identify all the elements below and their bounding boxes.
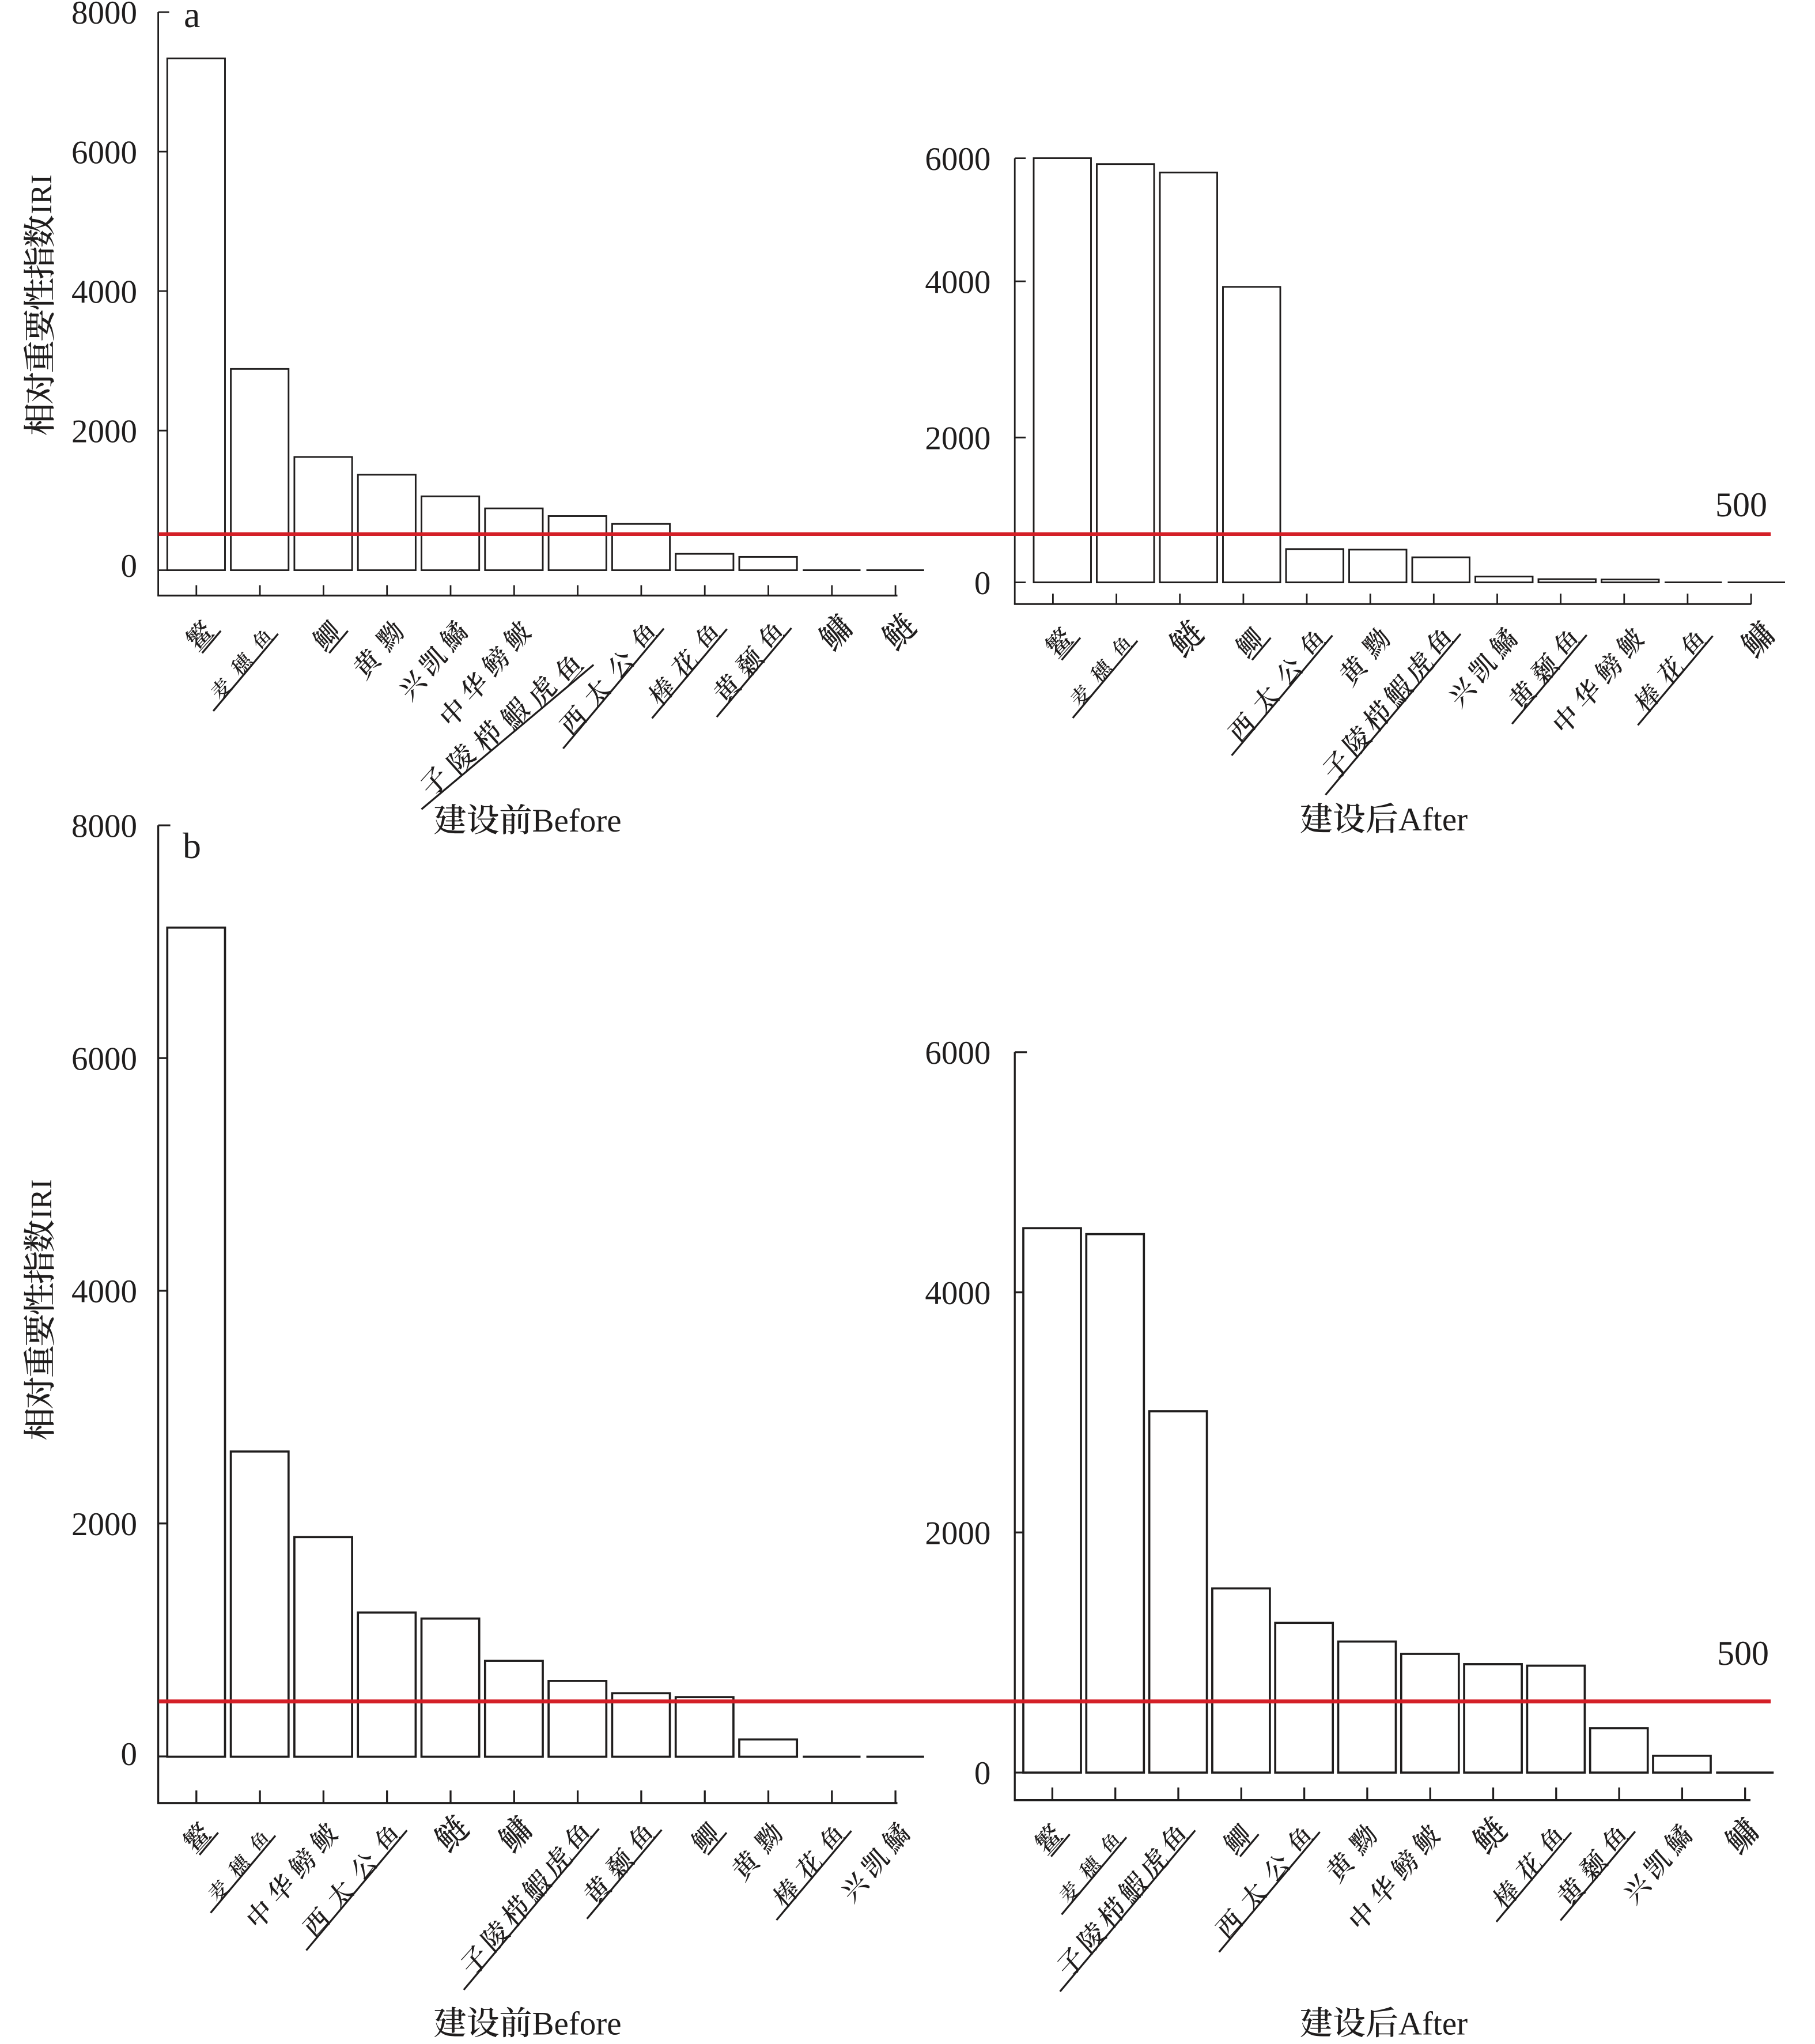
- svg-text:IRI: IRI: [25, 1179, 58, 1219]
- svg-text:2000: 2000: [71, 1506, 137, 1543]
- svg-text:2000: 2000: [71, 413, 137, 449]
- svg-text:4000: 4000: [925, 264, 990, 300]
- svg-text:0: 0: [974, 565, 991, 602]
- svg-text:4000: 4000: [925, 1275, 990, 1312]
- svg-text:After: After: [1398, 2006, 1468, 2042]
- svg-text:6000: 6000: [925, 141, 990, 177]
- svg-text:6000: 6000: [71, 134, 137, 171]
- svg-text:a: a: [184, 0, 200, 35]
- svg-text:6000: 6000: [925, 1035, 990, 1071]
- svg-text:500: 500: [1717, 1634, 1769, 1672]
- svg-text:500: 500: [1715, 486, 1767, 524]
- svg-text:IRI: IRI: [25, 175, 58, 214]
- svg-text:0: 0: [974, 1755, 991, 1792]
- svg-text:2000: 2000: [925, 1516, 990, 1552]
- svg-text:2000: 2000: [925, 420, 990, 456]
- svg-text:4000: 4000: [71, 1274, 137, 1310]
- svg-text:0: 0: [121, 1736, 138, 1773]
- svg-text:8000: 8000: [71, 0, 137, 31]
- svg-text:6000: 6000: [71, 1041, 137, 1077]
- svg-text:Before: Before: [532, 803, 622, 839]
- svg-text:0: 0: [121, 548, 138, 584]
- svg-text:Before: Before: [532, 2006, 622, 2042]
- svg-text:4000: 4000: [71, 274, 137, 310]
- svg-text:8000: 8000: [71, 808, 137, 845]
- svg-text:b: b: [183, 825, 201, 866]
- svg-text:After: After: [1398, 802, 1468, 838]
